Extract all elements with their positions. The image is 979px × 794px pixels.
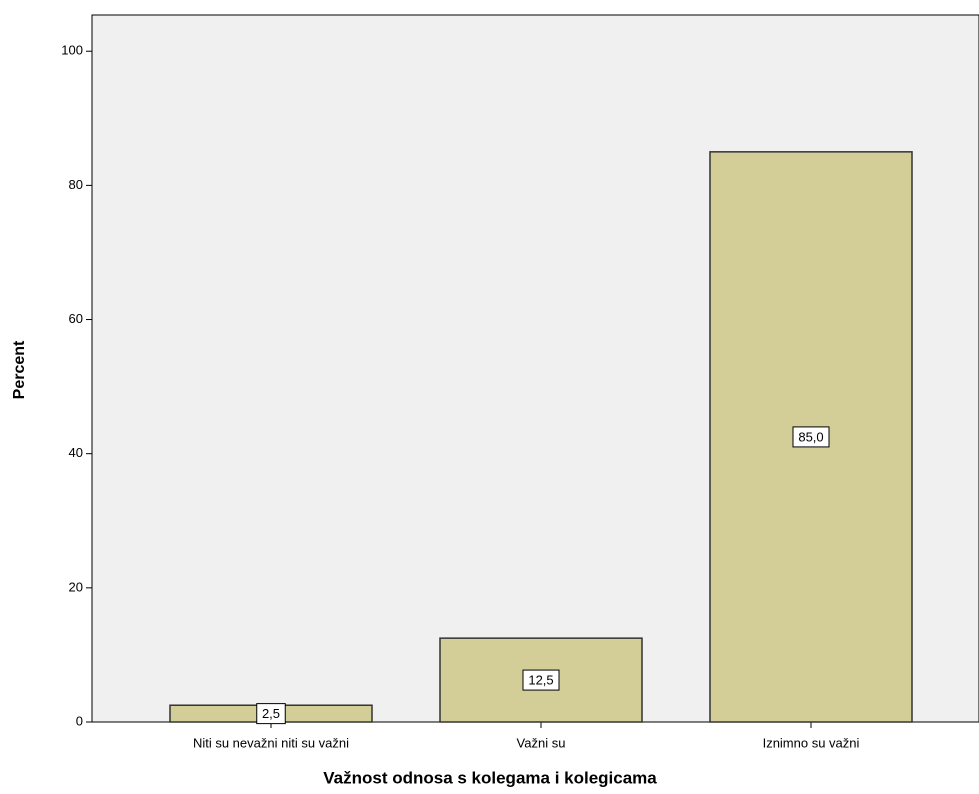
- y-tick-label: 80: [69, 177, 83, 192]
- x-axis-label: Važnost odnosa s kolegama i kolegicama: [323, 768, 657, 787]
- y-tick-label: 100: [61, 43, 83, 58]
- x-tick-label: Iznimno su važni: [763, 735, 860, 750]
- y-tick-label: 0: [76, 713, 83, 728]
- bar: [709, 151, 913, 723]
- y-tick-label: 60: [69, 311, 83, 326]
- value-label-box: [792, 426, 830, 448]
- value-label-box: [522, 669, 560, 691]
- y-tick-label: 20: [69, 579, 83, 594]
- y-tick-label: 40: [69, 445, 83, 460]
- value-label: 2,5: [262, 706, 280, 721]
- value-label: 85,0: [798, 429, 823, 444]
- y-axis-label: Percent: [11, 340, 28, 399]
- x-tick-label: Važni su: [517, 735, 566, 750]
- value-label-box: [256, 703, 286, 725]
- x-tick-label: Niti su nevažni niti su važni: [193, 735, 349, 750]
- value-label: 12,5: [528, 673, 553, 688]
